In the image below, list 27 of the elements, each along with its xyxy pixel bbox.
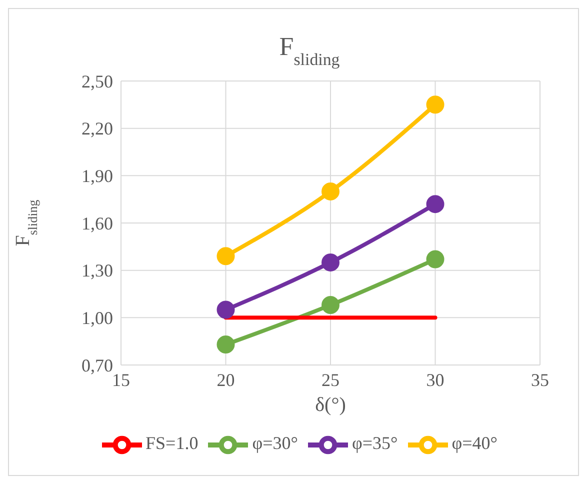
legend-label: φ=35° (352, 433, 398, 454)
legend-label: φ=30° (252, 433, 298, 454)
chart-title: F$_{sliding}$ (279, 32, 340, 68)
y-tick-label: 1,00 (82, 308, 113, 328)
point (322, 296, 340, 314)
point (426, 195, 444, 214)
point (216, 247, 235, 266)
y-tick-label: 1,60 (82, 213, 113, 234)
legend-label: φ=40° (452, 433, 498, 454)
point (322, 182, 340, 200)
y-tick-label: 1,90 (82, 166, 113, 186)
legend-label: FS=1.0 (146, 433, 198, 454)
point (216, 335, 235, 354)
y-tick-label: 2,50 (82, 71, 113, 92)
y-tick-label: 2,20 (82, 118, 113, 139)
point (216, 300, 235, 319)
x-tick-label: 20 (216, 370, 235, 390)
x-tick-label: 15 (112, 370, 130, 390)
x-axis-title: δ(°) (315, 394, 346, 416)
y-tick-label: 1,30 (82, 260, 113, 281)
y-tick-label: 0,70 (82, 355, 113, 376)
point (426, 250, 444, 268)
x-tick-label: 30 (426, 370, 444, 390)
x-tick-label: 35 (531, 370, 549, 390)
point (426, 96, 444, 114)
x-tick-label: 25 (322, 370, 340, 390)
point (322, 253, 340, 272)
